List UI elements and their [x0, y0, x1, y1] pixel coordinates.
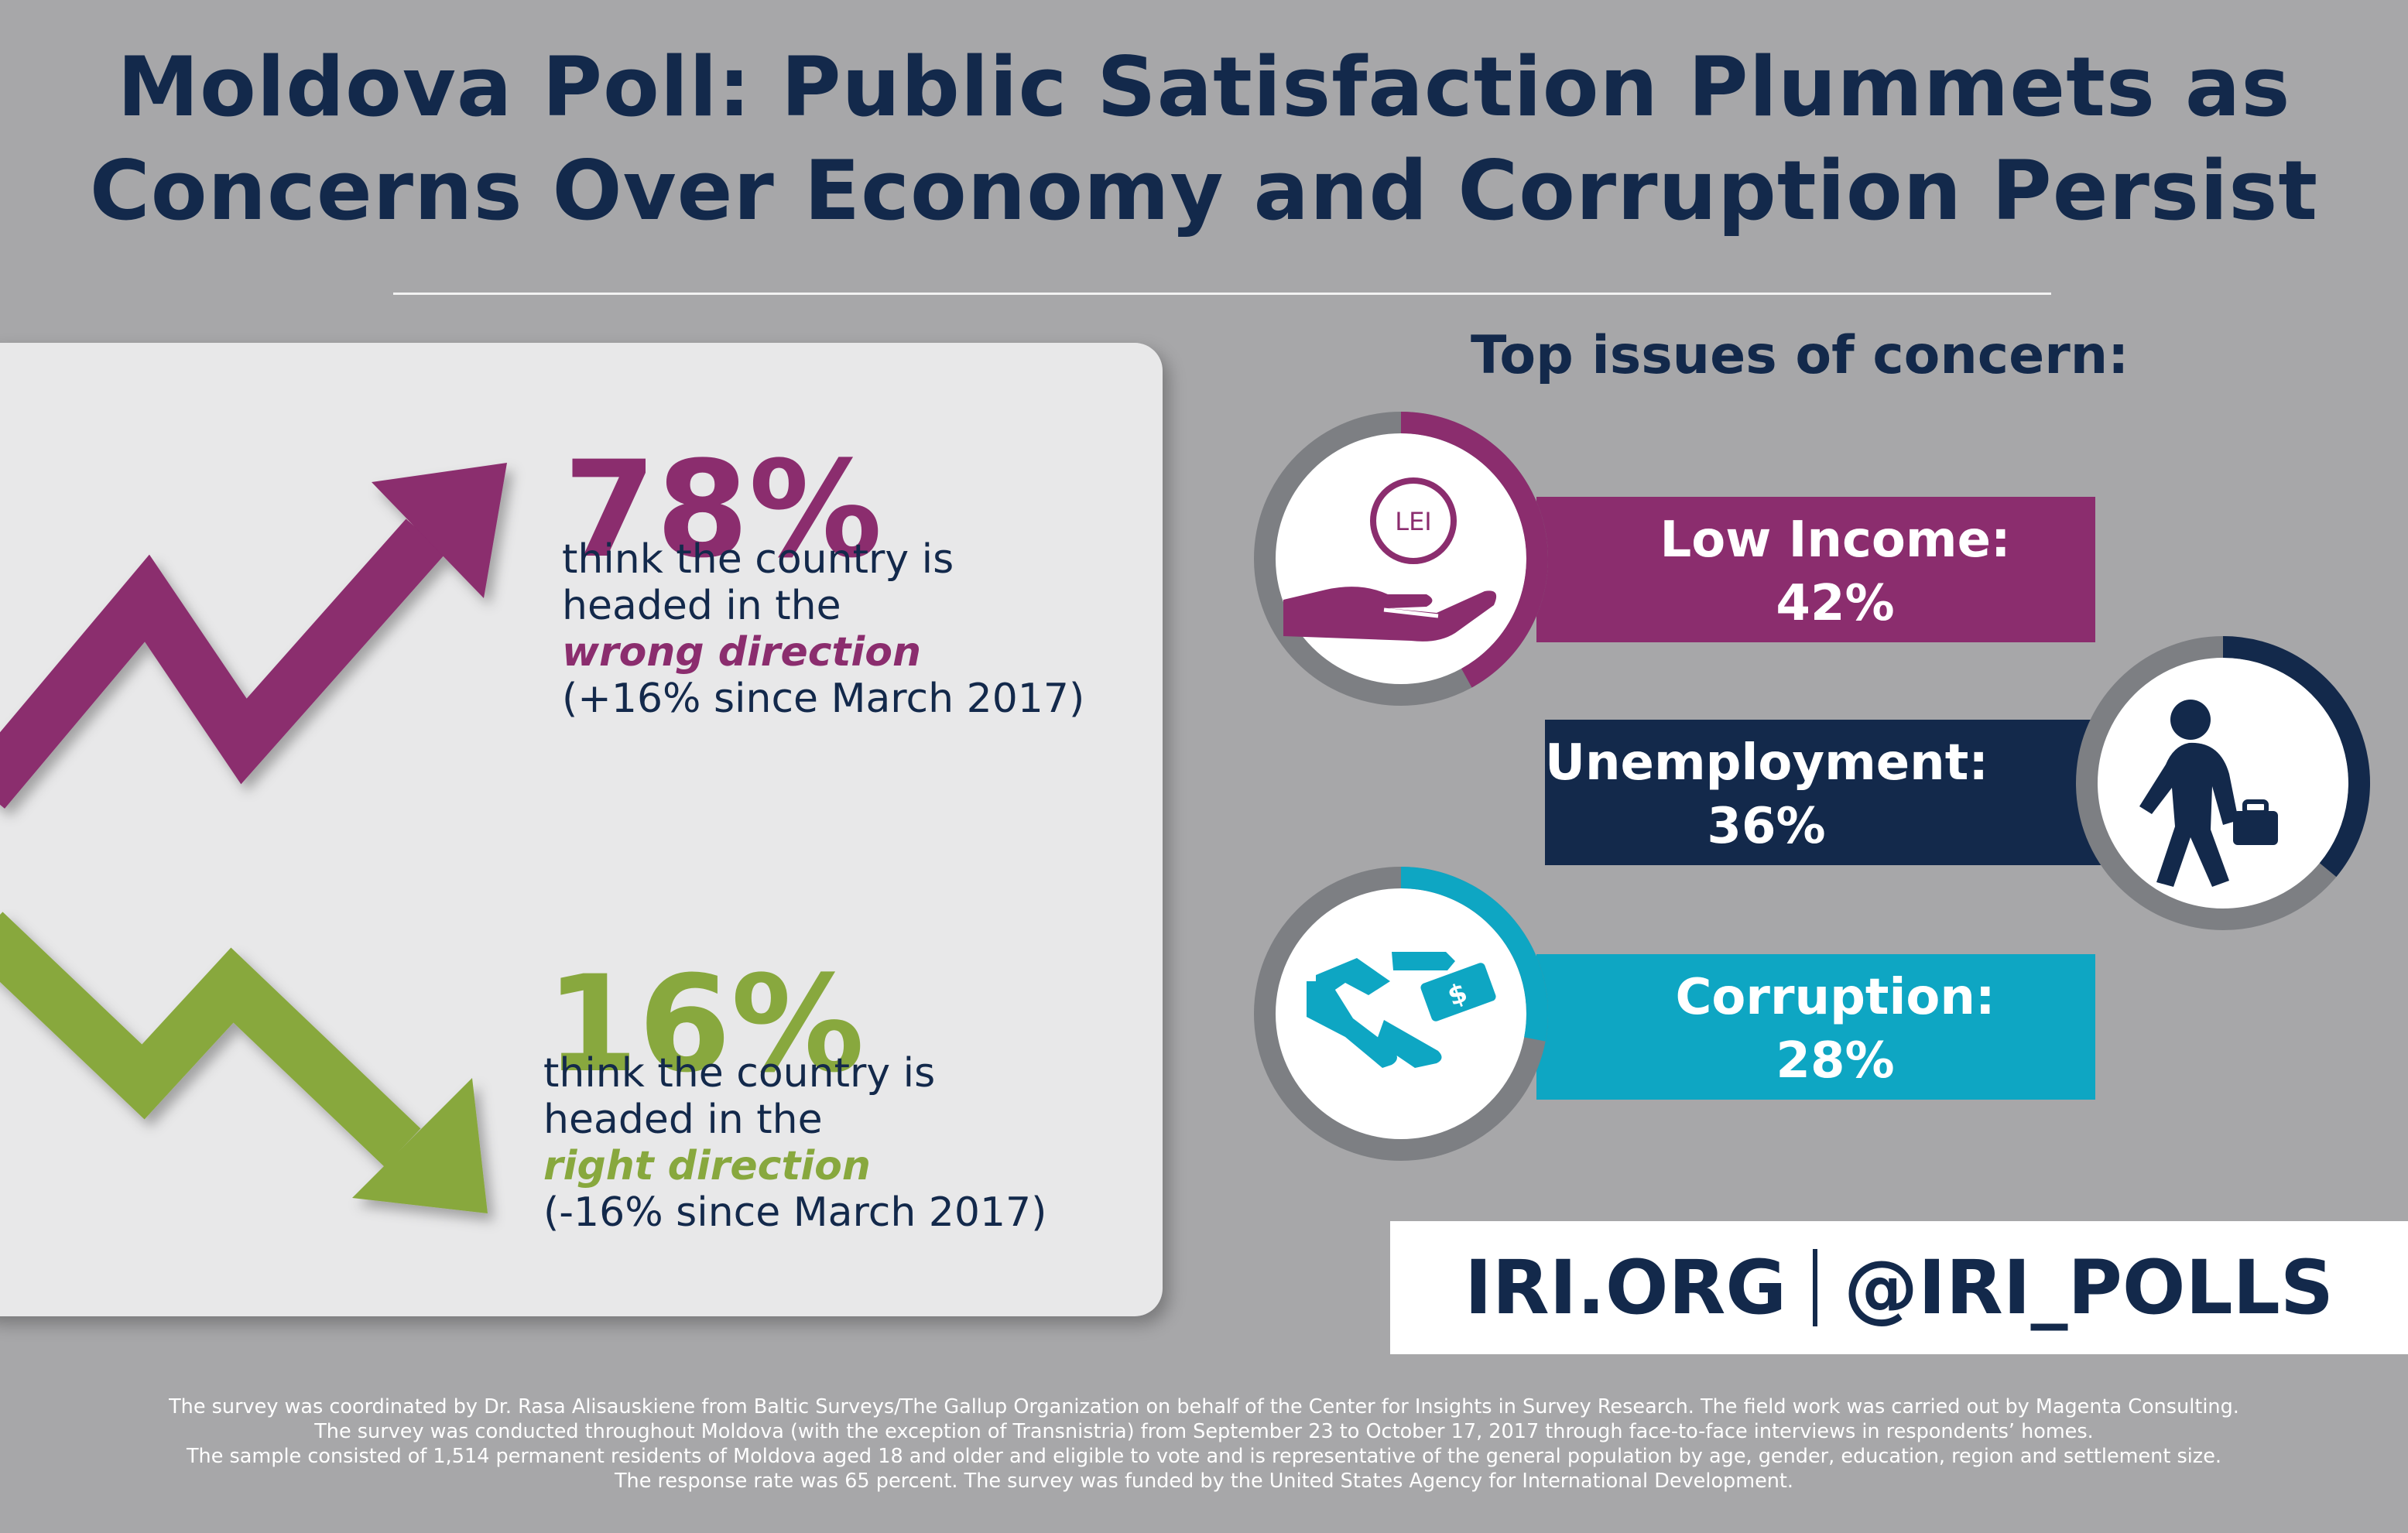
walking-man-briefcase-icon — [2139, 700, 2278, 887]
title-divider — [393, 293, 2051, 295]
footnote-line-1: The survey was coordinated by Dr. Rasa A… — [169, 1395, 2239, 1418]
unemployment-arc — [2222, 636, 2370, 878]
unemployment-value: 36% — [1707, 798, 1826, 855]
unemployment-label: Unemployment: — [1545, 734, 1988, 792]
brand-box: IRI.ORG @IRI_POLLS — [1390, 1221, 2408, 1354]
brand-separator — [1813, 1249, 1818, 1326]
issues-heading: Top issues of concern: — [1471, 325, 2129, 386]
footnote-line-3: The sample consisted of 1,514 permanent … — [186, 1445, 2221, 1468]
up-arrow-icon — [0, 463, 507, 809]
hand-coin-icon: LEI — [1283, 477, 1497, 642]
income-ring: LEI — [1254, 412, 1548, 706]
right-line-1: think the country is — [543, 1050, 936, 1097]
wrong-line-2: headed in the — [562, 583, 841, 629]
right-direction-text: think the country is headed in the right… — [543, 1050, 1046, 1236]
title-line-2: Concerns Over Economy and Corruption Per… — [89, 143, 2319, 238]
direction-panel: 78% think the country is headed in the w… — [0, 343, 1163, 1316]
wrong-direction-label: wrong direction — [562, 629, 921, 676]
right-direction-percent: 16% — [546, 946, 865, 1102]
coin-lei-text: LEI — [1395, 507, 1431, 536]
footnote-line-4: The response rate was 65 percent. The su… — [614, 1470, 1794, 1493]
corruption-value: 28% — [1776, 1032, 1895, 1090]
site-link[interactable]: IRI.ORG — [1464, 1244, 1787, 1331]
trend-arrows — [0, 463, 507, 1213]
social-handle[interactable]: @IRI_POLLS — [1844, 1244, 2334, 1331]
right-change: (-16% since March 2017) — [543, 1189, 1047, 1236]
handshake-money-icon: $ — [1307, 952, 1496, 1068]
corruption-arc — [1400, 867, 1548, 1042]
footnote-line-2: The survey was conducted throughout Mold… — [314, 1420, 2094, 1443]
infographic-title: Moldova Poll: Public Satisfaction Plumme… — [0, 36, 2408, 243]
corruption-label: Corruption: — [1675, 969, 1995, 1026]
down-arrow-icon — [0, 912, 488, 1213]
unemployment-ring — [2076, 636, 2370, 930]
right-direction-label: right direction — [543, 1143, 871, 1189]
income-value: 42% — [1776, 575, 1895, 632]
methodology-footnote: The survey was coordinated by Dr. Rasa A… — [0, 1394, 2408, 1494]
title-line-1: Moldova Poll: Public Satisfaction Plumme… — [117, 39, 2291, 135]
wrong-change: (+16% since March 2017) — [562, 676, 1085, 722]
right-line-2: headed in the — [543, 1097, 823, 1143]
issue-bar-unemployment: Unemployment: 36% — [1545, 720, 2104, 865]
wrong-direction-percent: 78% — [563, 432, 882, 587]
income-arc — [1400, 412, 1548, 688]
wrong-line-1: think the country is — [562, 536, 954, 583]
issue-bar-low-income: Low Income: 42% — [1536, 497, 2095, 642]
wrong-direction-text: think the country is headed in the wrong… — [562, 536, 1084, 722]
corruption-ring: $ — [1254, 867, 1548, 1161]
issue-bar-corruption: Corruption: 28% — [1536, 954, 2095, 1100]
income-label: Low Income: — [1660, 512, 2011, 569]
